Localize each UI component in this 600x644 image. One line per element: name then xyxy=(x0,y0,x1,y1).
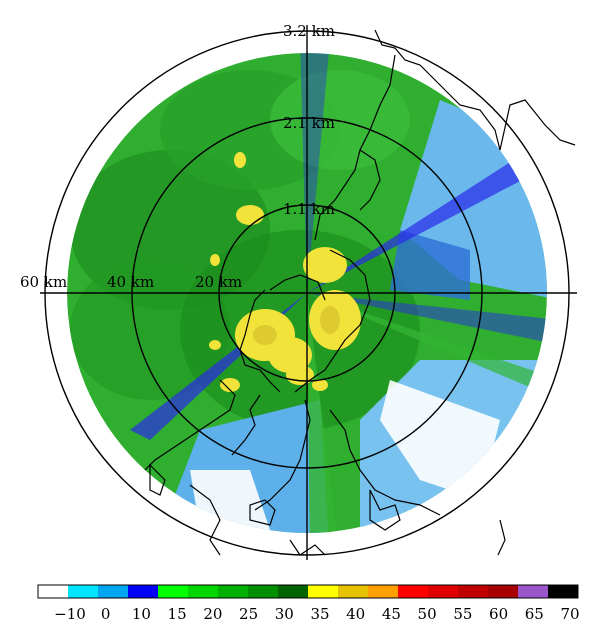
colorbar-swatch xyxy=(158,585,189,598)
colorbar-tick-label: 15 xyxy=(168,605,187,623)
colorbar-swatch xyxy=(68,585,99,598)
range-label-40km: 40 km xyxy=(107,273,154,291)
colorbar-swatch xyxy=(548,585,579,598)
colorbar-swatch xyxy=(248,585,279,598)
colorbar-swatch xyxy=(518,585,549,598)
height-label-2-1km: 2.1 km xyxy=(283,114,335,132)
reflectivity-colorbar: −10 0 10 15 20 25 30 35 40 45 50 55 60 65 70 xyxy=(37,584,580,623)
colorbar-swatch xyxy=(98,585,129,598)
range-labels: 60 km 40 km 20 km 3.2 km 2.1 km 1.1 km xyxy=(20,22,335,291)
colorbar-swatch xyxy=(398,585,429,598)
range-label-20km: 20 km xyxy=(195,273,242,291)
colorbar-swatch xyxy=(488,585,519,598)
colorbar-tick-label: 70 xyxy=(560,605,579,623)
crosshair-axes xyxy=(40,25,577,560)
colorbar-swatch xyxy=(128,585,159,598)
colorbar-swatch xyxy=(368,585,399,598)
height-label-1-1km: 1.1 km xyxy=(283,200,335,218)
range-label-60km: 60 km xyxy=(20,273,67,291)
height-label-3-2km: 3.2 km xyxy=(283,22,335,40)
colorbar-tick-label: 55 xyxy=(453,605,472,623)
colorbar-tick-label: 35 xyxy=(310,605,329,623)
colorbar-swatch xyxy=(428,585,459,598)
colorbar-tick-label: 10 xyxy=(132,605,151,623)
colorbar-tick-label: 45 xyxy=(382,605,401,623)
colorbar-tick-label: 30 xyxy=(275,605,294,623)
colorbar-tick-label: 0 xyxy=(101,605,111,623)
colorbar-swatch xyxy=(188,585,219,598)
colorbar-swatch xyxy=(278,585,309,598)
colorbar-tick-label: 60 xyxy=(489,605,508,623)
colorbar-tick-label: 20 xyxy=(203,605,222,623)
colorbar-swatch xyxy=(458,585,489,598)
colorbar-swatch xyxy=(38,585,69,598)
colorbar-swatch xyxy=(308,585,339,598)
colorbar-tick-label: 65 xyxy=(525,605,544,623)
colorbar-tick-label: 50 xyxy=(418,605,437,623)
colorbar-tick-label: 40 xyxy=(346,605,365,623)
colorbar-tick-label: 25 xyxy=(239,605,258,623)
colorbar-swatch xyxy=(338,585,369,598)
colorbar-swatch xyxy=(218,585,249,598)
colorbar-tick-label: −10 xyxy=(54,605,86,623)
